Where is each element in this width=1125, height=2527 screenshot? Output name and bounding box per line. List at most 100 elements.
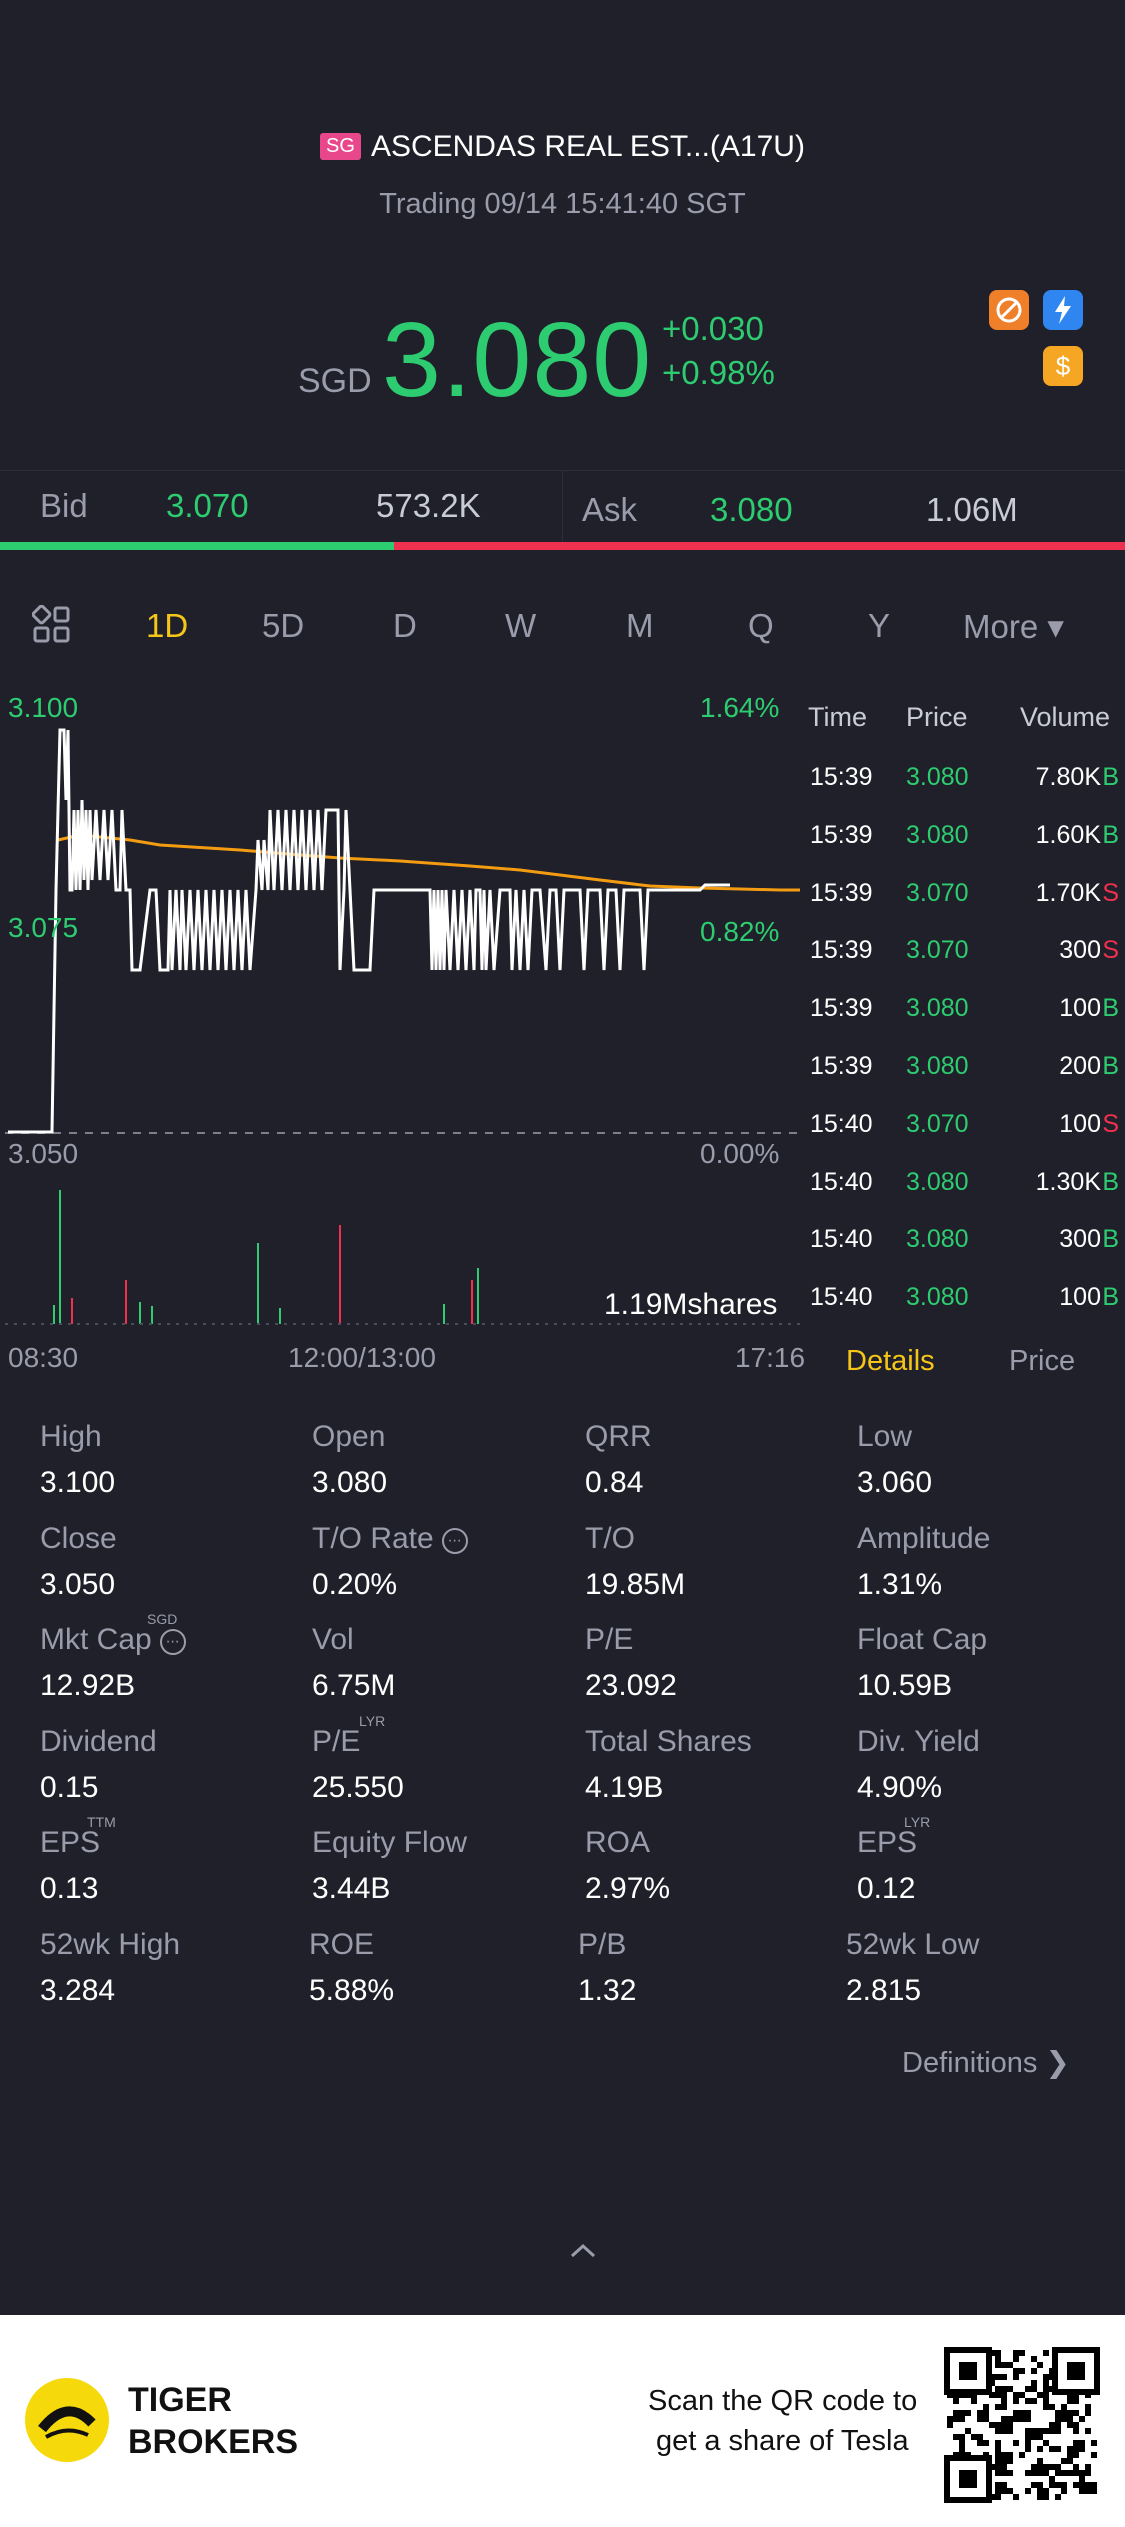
y-label-low: 3.050 xyxy=(8,1138,79,1169)
trade-row: 15:40 3.080 1.30K B xyxy=(800,1168,1125,1226)
trade-price: 3.080 xyxy=(906,763,969,791)
stat-value: 3.050 xyxy=(40,1567,116,1601)
brand-line-2: BROKERS xyxy=(128,2423,299,2461)
stat-value: 2.815 xyxy=(846,1974,922,2007)
stat-label: Close xyxy=(40,1521,117,1555)
stat-value: 4.19B xyxy=(585,1770,664,1804)
tab-5d[interactable]: 5D xyxy=(262,607,305,644)
stat-value: 10.59B xyxy=(857,1669,953,1703)
pct-label-high: 1.64% xyxy=(700,692,780,723)
promo-footer: TIGER BROKERS Scan the QR code to get a … xyxy=(0,2315,1125,2527)
stat-item: ROE 5.88% xyxy=(309,1928,579,2028)
ask-volume: 1.06M xyxy=(926,491,1018,528)
tab-m[interactable]: M xyxy=(626,607,654,644)
stat-value: 12.92B xyxy=(40,1669,136,1703)
tab-details[interactable]: Details xyxy=(846,1345,935,1377)
stat-value: 0.12 xyxy=(857,1872,916,1906)
bid-label: Bid xyxy=(40,487,88,524)
stat-label: High xyxy=(40,1420,102,1453)
intraday-chart[interactable]: 3.100 3.075 3.050 1.64% 0.82% 0.00% 1.19… xyxy=(0,680,810,1373)
stat-value: 4.90% xyxy=(857,1770,943,1804)
time-and-sales[interactable]: Time Price Volume 15:39 3.080 7.80K B 15:39 3… xyxy=(800,690,1125,1330)
trade-side: B xyxy=(1102,763,1119,791)
stat-item: T/O 19.85M xyxy=(585,1522,855,1622)
stat-label: ROA xyxy=(585,1826,651,1860)
stat-item: Equity Flow 3.44B xyxy=(312,1826,582,1926)
stat-sup: SGD xyxy=(147,1611,178,1628)
price-change: +0.030 xyxy=(662,310,764,347)
tab-price[interactable]: Price xyxy=(1009,1345,1076,1377)
trade-side: S xyxy=(1102,936,1119,965)
chart-svg xyxy=(5,728,805,1325)
stat-value: 3.080 xyxy=(312,1466,388,1499)
y-label-high: 3.100 xyxy=(8,692,79,723)
trade-time: 15:40 xyxy=(810,1283,873,1312)
trade-side: S xyxy=(1102,1109,1119,1138)
stat-value: 5.88% xyxy=(309,1974,395,2007)
definitions-link[interactable]: Definitions ❯ xyxy=(902,2047,1070,2079)
tab-y[interactable]: Y xyxy=(868,607,891,644)
tiger-logo-icon xyxy=(24,2377,110,2468)
stat-item: EPS TTM 0.13 xyxy=(40,1814,310,1926)
stat-value: 0.13 xyxy=(40,1872,99,1906)
stat-label: QRR xyxy=(585,1420,652,1453)
chevron-up-icon[interactable] xyxy=(568,2240,598,2265)
stat-item: 52wk High 3.284 xyxy=(40,1928,310,2028)
promo-line-1: Scan the QR code to xyxy=(648,2385,918,2417)
stat-label: Dividend xyxy=(40,1724,157,1758)
trade-side: B xyxy=(1102,994,1119,1023)
no-short-icon[interactable] xyxy=(989,290,1029,330)
lightning-icon[interactable] xyxy=(1043,290,1083,330)
stat-item: Total Shares 4.19B xyxy=(585,1725,855,1825)
stats-grid: High 3.100 Open 3.080 QRR 0.84 Low 3.060 Close 3.… xyxy=(0,1400,1125,2030)
trade-row: 15:40 3.080 100 B xyxy=(800,1283,1125,1341)
trade-price: 3.080 xyxy=(906,1283,969,1312)
stat-item: Mkt Cap SGD ⋯ 12.92B xyxy=(40,1611,310,1723)
header-price: Price xyxy=(906,702,968,732)
qr-code[interactable] xyxy=(942,2345,1102,2510)
tab-d[interactable]: D xyxy=(393,607,417,644)
tab-w[interactable]: W xyxy=(505,607,537,644)
trade-volume: 200 xyxy=(1059,1052,1101,1080)
info-icon[interactable]: ⋯ xyxy=(441,1527,468,1554)
stat-value: 0.84 xyxy=(585,1466,644,1499)
stat-sup: LYR xyxy=(904,1814,931,1831)
stock-name: ASCENDAS REAL EST...(A17U) xyxy=(370,130,805,163)
brand-line-1: TIGER xyxy=(128,2381,232,2419)
market-badge: SG xyxy=(320,133,361,160)
tab-q[interactable]: Q xyxy=(748,607,774,644)
trade-volume: 1.30K xyxy=(1035,1167,1101,1196)
stat-value: 25.550 xyxy=(312,1770,404,1804)
info-icon[interactable]: ⋯ xyxy=(159,1629,186,1656)
stat-value: 3.100 xyxy=(40,1466,116,1499)
stat-label: Div. Yield xyxy=(857,1724,980,1758)
stat-item: QRR 0.84 xyxy=(585,1420,855,1520)
trade-time: 15:39 xyxy=(810,1052,873,1080)
bid-price: 3.070 xyxy=(166,487,249,524)
stat-label: P/B xyxy=(578,1928,627,1961)
grid-icon[interactable] xyxy=(31,604,72,653)
trade-row: 15:39 3.080 1.60K B xyxy=(800,821,1125,879)
trade-time: 15:39 xyxy=(810,994,873,1023)
stat-sup: LYR xyxy=(359,1712,386,1729)
period-tabs: 1D 5D D W M Q Y More ▾ xyxy=(0,585,1125,675)
stat-item: ROA 2.97% xyxy=(585,1826,855,1926)
tab-1d[interactable]: 1D xyxy=(146,607,189,644)
trade-time: 15:39 xyxy=(810,820,873,849)
trade-time: 15:39 xyxy=(810,936,873,965)
stat-value: 19.85M xyxy=(585,1567,686,1601)
trade-price: 3.070 xyxy=(906,936,969,965)
tab-more[interactable]: More ▾ xyxy=(963,608,1064,645)
trade-row: 15:39 3.080 7.80K B xyxy=(800,763,1125,821)
stat-label: Equity Flow xyxy=(312,1826,468,1860)
stock-title-row[interactable]: SG ASCENDAS REAL EST...(A17U) xyxy=(0,130,1125,164)
trade-side: B xyxy=(1102,1225,1119,1254)
stat-label: Open xyxy=(312,1420,386,1453)
trade-price: 3.080 xyxy=(906,1052,969,1080)
x-label-open: 08:30 xyxy=(8,1342,79,1373)
stat-item: Float Cap 10.59B xyxy=(857,1623,1125,1723)
stat-item: High 3.100 xyxy=(40,1420,310,1520)
stat-label: 52wk High xyxy=(40,1928,181,1961)
dollar-icon[interactable]: $ xyxy=(1043,346,1083,386)
y-label-mid: 3.075 xyxy=(8,912,79,943)
